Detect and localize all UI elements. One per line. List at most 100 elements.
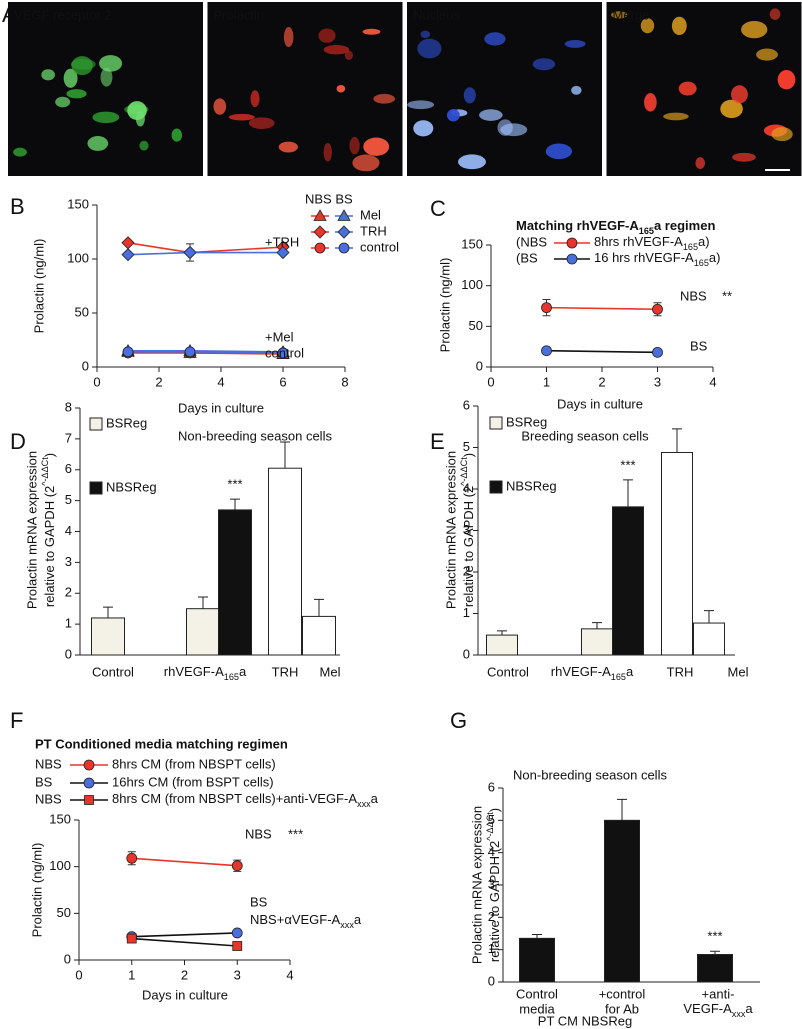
y-tick-label: 0	[65, 646, 72, 661]
y-axis-label: Prolactin mRNA expression	[443, 451, 458, 609]
text-part: xxx	[340, 920, 354, 930]
cell	[640, 18, 655, 34]
series-line	[546, 349, 658, 354]
bar	[604, 819, 640, 983]
x-tick-label: 1	[128, 967, 135, 982]
error-bar	[532, 933, 542, 939]
y-tick-label: 4	[65, 523, 72, 538]
text-part: a	[354, 912, 362, 927]
y-axis-label: Prolactin mRNA expression	[24, 451, 39, 609]
cell	[479, 109, 503, 121]
y-tick-label: 1	[463, 605, 470, 620]
legend-marker	[337, 225, 351, 239]
x-tick-label: +control	[599, 986, 646, 1001]
y-tick-label: 100	[461, 277, 483, 292]
bar	[218, 509, 252, 656]
bar	[486, 634, 518, 656]
series-line	[131, 937, 238, 947]
data-point	[122, 346, 134, 358]
bar	[581, 628, 613, 656]
text-part: relative to GAPDH (2	[42, 486, 57, 607]
image-title: Nucleus	[413, 7, 460, 22]
text-part: a regimen	[654, 218, 715, 233]
data-point	[126, 852, 138, 864]
cell	[695, 157, 705, 169]
x-tick-label: 0	[487, 374, 494, 389]
x-tick-label: media	[519, 1001, 555, 1016]
cell	[63, 68, 78, 88]
y-tick-label: 7	[65, 430, 72, 445]
error-bar	[103, 606, 113, 618]
x-axis-label: Days in culture	[142, 987, 228, 1002]
data-point	[121, 248, 135, 262]
x-tick-label: 4	[286, 967, 293, 982]
error-bar	[704, 610, 714, 624]
x-tick-label: Control	[487, 664, 529, 679]
y-tick-label: 6	[65, 461, 72, 476]
x-tick-label: 2	[598, 374, 605, 389]
legend-swatch	[489, 416, 503, 430]
text-part: )	[487, 808, 502, 812]
cell	[678, 81, 697, 96]
y-tick-label: 50	[57, 905, 71, 920]
y-axis-label: Prolactin (ng/ml)	[31, 239, 46, 334]
y-tick-label: 3	[463, 522, 470, 537]
text-part: 165	[694, 258, 709, 268]
cell	[336, 84, 346, 93]
cell	[720, 99, 743, 119]
cell	[564, 39, 586, 48]
legend-swatch	[89, 417, 103, 431]
x-tick-label: 2	[181, 967, 188, 982]
annotation: BS	[250, 894, 268, 909]
legend-marker	[338, 242, 350, 254]
text-part: 165	[611, 672, 626, 682]
text-part: 8hrs CM (from NBSPT cells)+anti-VEGF-A	[112, 791, 357, 806]
y-tick-label: 100	[49, 858, 71, 873]
cell	[458, 154, 486, 170]
x-tick-label: 3	[654, 374, 661, 389]
legend-label: NBSReg	[106, 479, 157, 494]
cell	[349, 136, 360, 155]
image-title: Merge	[613, 7, 650, 22]
y-tick-label: 0	[82, 358, 89, 373]
text-part: )	[42, 453, 57, 457]
y-tick-label: 3	[488, 876, 495, 891]
x-tick-label: 4	[217, 374, 224, 389]
bar	[302, 615, 336, 656]
cell	[497, 119, 513, 136]
bar	[91, 617, 125, 656]
y-axis-label: relative to GAPDH (2^-ΔΔCt)	[459, 453, 476, 607]
cell	[407, 100, 435, 110]
legend-swatch	[89, 481, 103, 495]
text-part: ^-ΔΔCt	[40, 457, 50, 486]
legend-label: NBS	[35, 791, 62, 806]
x-tick-label: 8	[341, 374, 348, 389]
text-part: 165	[224, 672, 239, 682]
text-part: )	[461, 453, 476, 457]
x-tick-label: rhVEGF-A165a	[551, 664, 634, 682]
legend-swatch	[489, 480, 503, 494]
y-tick-label: 2	[488, 909, 495, 924]
error-bar	[230, 498, 240, 510]
legend-label: NBS	[35, 756, 62, 771]
y-tick-label: 5	[488, 812, 495, 827]
error-bar	[592, 622, 602, 629]
y-tick-label: 1	[65, 616, 72, 631]
cell	[769, 8, 781, 20]
legend-description: 16hrs CM (from BSPT cells)	[112, 774, 274, 789]
cell	[463, 87, 476, 104]
data-point	[652, 303, 663, 315]
cell	[318, 28, 336, 43]
y-tick-label: 50	[469, 318, 483, 333]
cell	[87, 136, 109, 151]
y-tick-label: 150	[461, 236, 483, 251]
x-tick-label: rhVEGF-A165a	[164, 664, 247, 682]
cell	[213, 98, 227, 115]
bar	[268, 467, 302, 656]
cell	[100, 67, 113, 87]
error-bar	[672, 428, 682, 453]
bar	[693, 622, 725, 656]
x-axis-label: Days in culture	[178, 400, 264, 415]
x-tick-label: Control	[92, 664, 134, 679]
x-tick-label: +anti-	[702, 986, 735, 1001]
